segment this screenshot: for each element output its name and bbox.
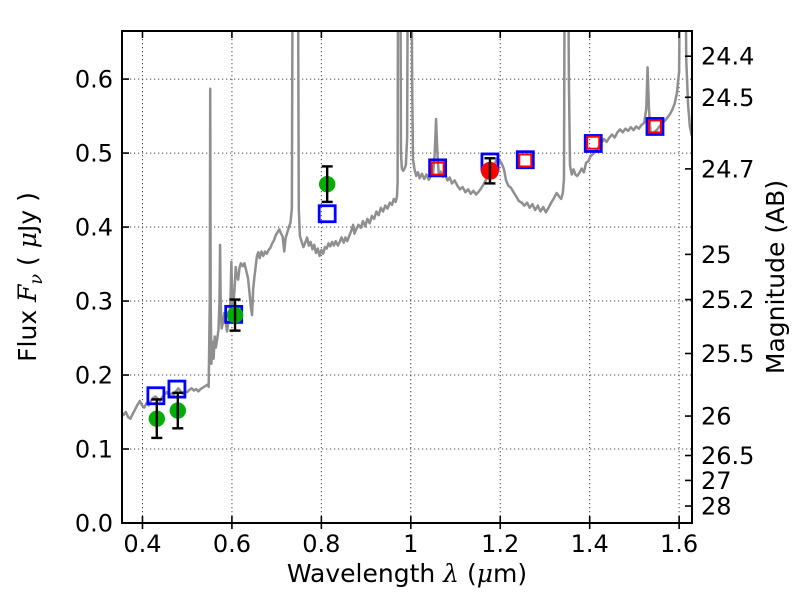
model-point-blue-square (645, 117, 665, 136)
x-tick-label: 0.4 (123, 530, 161, 558)
label-part: m) (493, 559, 527, 588)
label-part: ( (459, 559, 477, 588)
y-left-tick-label: 0.1 (75, 436, 113, 464)
model-point-blue-square (428, 158, 448, 178)
label-part: F (13, 283, 42, 303)
y-left-tick-label: 0.6 (75, 66, 113, 94)
x-tick-label: 1 (403, 530, 418, 558)
error-bars (151, 157, 496, 440)
y-left-tick-label: 0.2 (75, 362, 113, 390)
model-point-blue-square (317, 204, 337, 224)
label-part: Wavelength (287, 559, 443, 588)
y-right-tick-label: 24.4 (701, 43, 754, 71)
model-spectrum-line (122, 31, 692, 420)
y-right-tick-label: 26.5 (701, 442, 754, 470)
y-right-tick-label: 24.5 (701, 84, 754, 112)
model-point-red-square (647, 119, 662, 134)
y-right-tick-label: 27 (701, 467, 732, 495)
model-point-red-square (430, 161, 445, 176)
x-axis-label: Wavelength λ (μm) (287, 559, 527, 588)
label-part: μ (477, 559, 493, 588)
y-right-tick-label: 25 (701, 241, 732, 269)
model-point-blue-square (515, 150, 535, 170)
model-point-blue-square (583, 134, 603, 153)
label-part: Jy ) (13, 192, 42, 234)
y-axis-left-label: Flux Fν ( μJy ) (13, 192, 47, 362)
tick-marks (122, 31, 692, 529)
axes-spines (121, 30, 693, 524)
x-tick-label: 1.4 (571, 530, 609, 558)
y-left-tick-label: 0.3 (75, 288, 113, 316)
y-axis-right-label: Magnitude (AB) (761, 180, 790, 374)
y-left-tick-label: 0.0 (75, 510, 113, 538)
model-photometry-inner-squares (430, 119, 662, 176)
label-part: ( (13, 248, 42, 274)
label-part: λ (442, 559, 459, 588)
label-part: μ (13, 232, 42, 248)
y-right-tick-label: 28 (701, 493, 732, 521)
y-left-tick-label: 0.5 (75, 140, 113, 168)
x-tick-label: 0.8 (302, 530, 340, 558)
model-point-red-square (586, 135, 601, 150)
y-left-tick-label: 0.4 (75, 214, 113, 242)
x-tick-label: 1.2 (481, 530, 519, 558)
plot-clipped-layer (122, 31, 692, 420)
y-right-tick-label: 24.7 (701, 155, 754, 183)
model-point-red-square (518, 153, 533, 168)
y-right-tick-label: 25.2 (701, 286, 754, 314)
label-part: Flux (13, 302, 42, 362)
x-tick-label: 1.6 (660, 530, 698, 558)
y-right-tick-label: 25.5 (701, 340, 754, 368)
x-tick-label: 0.6 (213, 530, 251, 558)
label-part: ν (27, 274, 47, 285)
y-right-tick-label: 26 (701, 403, 732, 431)
